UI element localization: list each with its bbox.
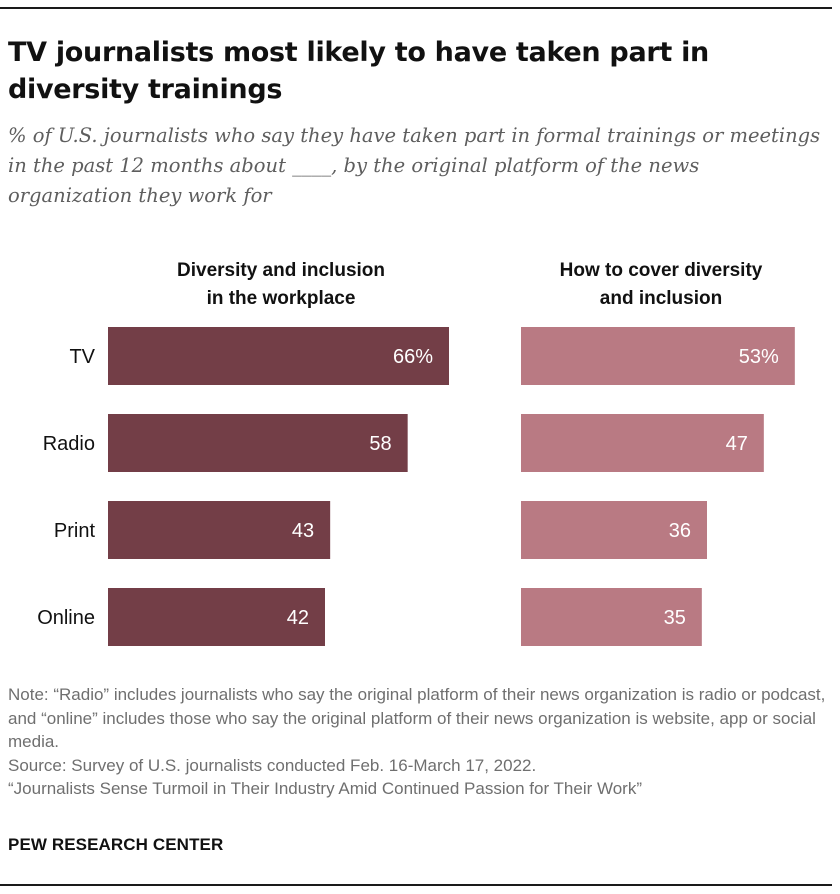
bar-chart-svg: TV Radio Print Online Diversity and inclusio…: [37, 260, 795, 646]
series-header-1-line-2: in the workplace: [207, 288, 356, 309]
series-header-1-line-1: Diversity and inclusion: [177, 260, 385, 281]
bar-chart: TV Radio Print Online Diversity and inclusio…: [0, 250, 840, 670]
bar-series-1-print: [108, 501, 331, 559]
notes-block: Note: “Radio” includes journalists who s…: [8, 683, 836, 801]
note-text: Note: “Radio” includes journalists who s…: [8, 685, 826, 751]
value-label-series-2-tv: 53%: [739, 346, 779, 368]
top-rule: [0, 7, 832, 9]
bar-series-2-print: [521, 501, 707, 559]
value-label-series-2-print: 36: [669, 520, 691, 542]
report-title-text: “Journalists Sense Turmoil in Their Indu…: [8, 779, 642, 798]
bar-series-2-tv: [521, 327, 795, 385]
bar-series-2-radio: [521, 414, 764, 472]
chart-title: TV journalists most likely to have taken…: [8, 37, 709, 105]
series-header-2-line-1: How to cover diversity: [560, 260, 763, 281]
value-label-series-1-radio: 58: [369, 433, 391, 455]
value-label-series-1-online: 42: [287, 607, 309, 629]
category-label-online: Online: [37, 607, 95, 629]
value-label-series-1-print: 43: [292, 520, 314, 542]
bar-series-1-online: [108, 588, 325, 646]
source-text: Source: Survey of U.S. journalists condu…: [8, 755, 537, 775]
brand-logo-text: PEW RESEARCH CENTER: [8, 835, 224, 854]
value-label-series-1-tv: 66%: [393, 346, 433, 368]
bar-series-1-radio: [108, 414, 408, 472]
chart-subtitle: % of U.S. journalists who say they have …: [8, 124, 821, 207]
value-label-series-2-radio: 47: [726, 433, 748, 455]
series-header-2-line-2: and inclusion: [600, 288, 722, 309]
category-label-print: Print: [54, 520, 96, 542]
category-label-tv: TV: [69, 346, 95, 368]
bottom-rule: [0, 884, 832, 886]
value-label-series-2-online: 35: [664, 607, 686, 629]
bar-series-1-tv: [108, 327, 449, 385]
bar-series-2-online: [521, 588, 702, 646]
category-label-radio: Radio: [43, 433, 95, 455]
